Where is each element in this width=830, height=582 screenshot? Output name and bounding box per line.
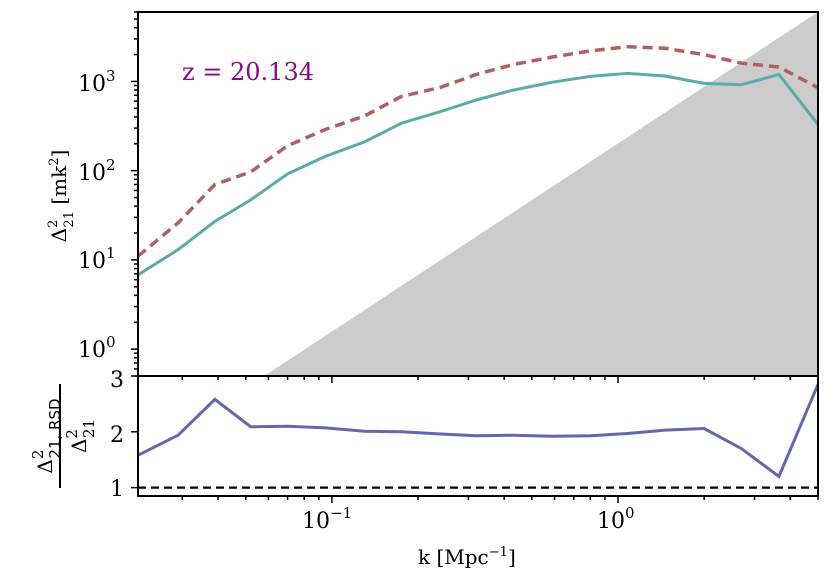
- xtick-label-1: 100: [597, 504, 635, 534]
- x-axis-label: k [Mpc−1]: [418, 545, 516, 569]
- top-ytick-label-1: 100: [78, 333, 116, 363]
- bottom-y-ticks: [131, 375, 138, 489]
- top-ylabel: Δ221 [mk2]: [46, 150, 77, 243]
- top-ytick-label-1000: 103: [78, 67, 116, 97]
- bottom-panel: 3 2 1 10−1 100 k [Mpc−1] Δ221, RSD Δ221: [29, 368, 819, 569]
- bottom-ytick-label-2: 2: [110, 423, 124, 448]
- top-panel: 103 102 101 100 z = 20.134 Δ221 [mk2]: [46, 11, 819, 383]
- bottom-x-ticks: [181, 496, 819, 503]
- xtick-label-0.1: 10−1: [302, 504, 352, 534]
- series-no-rsd-line: [138, 71, 818, 277]
- redshift-annotation: z = 20.134: [182, 58, 314, 86]
- bottom-ytick-label-3: 3: [110, 368, 124, 393]
- top-ytick-label-100: 102: [78, 156, 116, 186]
- bottom-ylabel: Δ221, RSD Δ221: [29, 384, 98, 488]
- top-x-ticks: [181, 376, 819, 383]
- bottom-plot-frame: [137, 375, 819, 497]
- svg-text:Δ221, RSD: Δ221, RSD: [29, 398, 64, 473]
- noise-floor-region: [264, 12, 818, 376]
- top-ytick-label-10: 101: [78, 244, 116, 274]
- series-ratio-line: [138, 383, 818, 479]
- svg-text:Δ221 [mk2]: Δ221 [mk2]: [46, 150, 77, 243]
- top-y-ticks: [131, 11, 138, 377]
- series-rsd-line: [138, 44, 818, 258]
- svg-text:Δ221: Δ221: [63, 419, 98, 453]
- bottom-ytick-label-1: 1: [110, 477, 124, 502]
